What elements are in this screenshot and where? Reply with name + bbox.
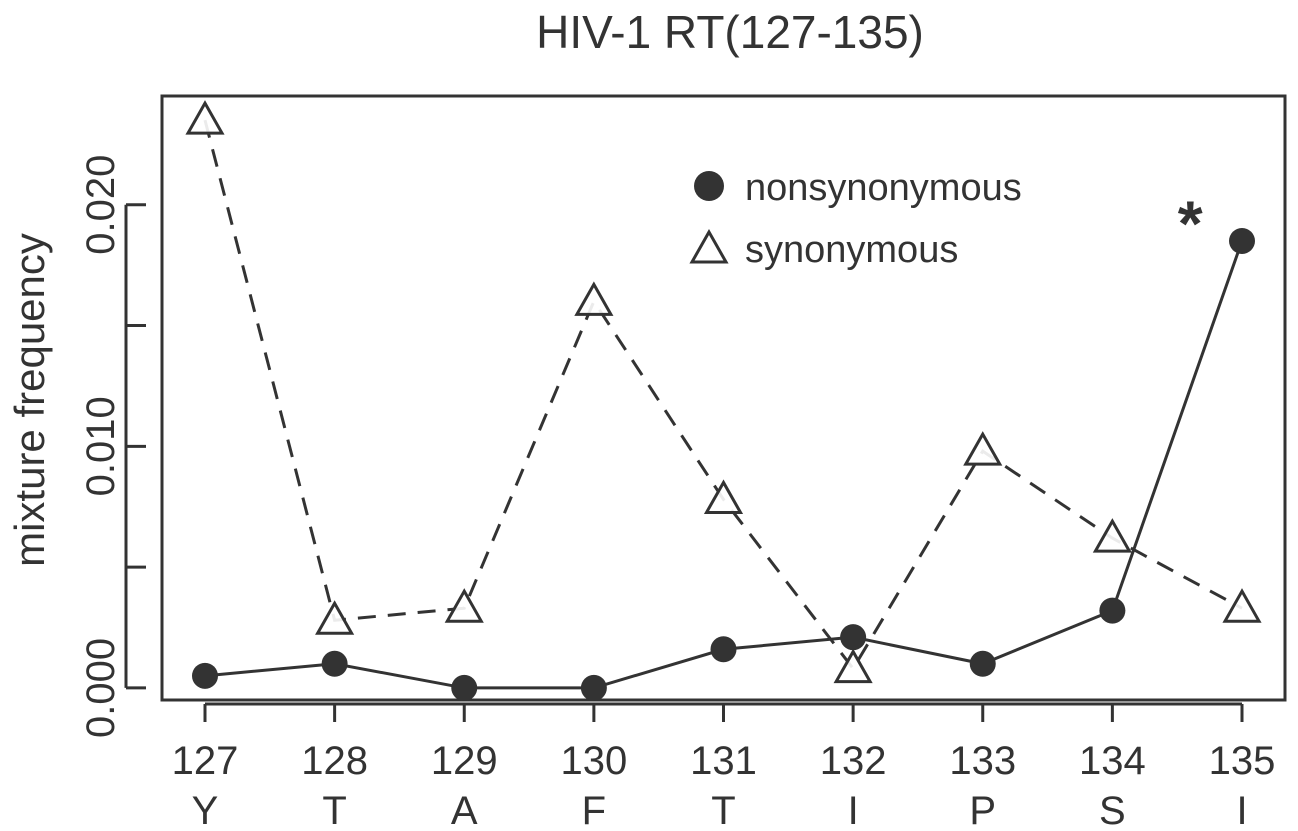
synonymous-point [833,648,873,684]
y-tick-label: 0.000 [79,638,123,738]
x-residue-label: I [848,789,859,831]
legend-synonymous-marker [689,228,729,264]
plot-frame [160,94,1287,702]
synonymous-point [185,100,225,135]
x-tick-label: 127 [172,739,239,783]
x-residue-label: F [582,789,606,831]
synonymous-point [703,479,744,514]
x-residue-label: T [322,789,346,831]
nonsynonymous-line [204,240,1244,690]
y-tick-label: 0.020 [79,155,123,255]
x-residue-label: T [711,789,735,831]
synonymous-point [444,588,484,623]
synonymous-point [574,281,614,316]
y-axis: 0.000 0.010 0.020 [79,155,146,738]
x-axis: 127 Y 128 T 129 A 130 F 131 T 132 I 133 P 134 S 135 I [172,702,1276,831]
synonymous-line [203,119,1243,672]
legend-synonymous-label: synonymous [745,229,958,271]
synonymous-point [963,431,1003,466]
chart-title: HIV-1 RT(127-135) [536,6,924,58]
significance-marker: * [1178,188,1203,260]
x-residue-label: Y [192,789,219,831]
annotation-layer: * [1178,188,1203,260]
x-tick-label: 129 [431,739,498,783]
series-layer [185,100,1262,701]
nonsynonymous-point [451,674,478,701]
nonsynonymous-point [192,662,218,689]
synonymous-point [1222,588,1262,623]
synonymous-point [1092,518,1132,553]
x-residue-label: S [1099,789,1126,831]
x-residue-label: I [1236,789,1247,831]
nonsynonymous-point [580,674,607,701]
x-residue-label: P [969,789,996,831]
x-tick-label: 128 [301,739,368,783]
nonsynonymous-point [710,636,737,663]
y-tick-label: 0.010 [79,396,123,496]
nonsynonymous-point [1229,227,1255,254]
x-tick-label: 131 [690,739,757,783]
legend-nonsynonymous-marker [694,171,724,201]
x-tick-label: 132 [820,739,887,783]
x-tick-label: 135 [1209,739,1276,783]
x-tick-label: 134 [1079,739,1146,783]
x-tick-label: 130 [561,739,628,783]
nonsynonymous-point [969,650,996,677]
y-axis-label: mixture frequency [6,233,53,567]
x-tick-label: 133 [949,739,1016,783]
legend-nonsynonymous-label: nonsynonymous [745,167,1022,209]
x-residue-label: A [451,789,478,831]
synonymous-point [315,600,355,635]
nonsynonymous-point [1099,597,1126,624]
nonsynonymous-point [321,650,348,677]
nonsynonymous-point [840,624,867,651]
legend: nonsynonymous synonymous [689,167,1022,271]
